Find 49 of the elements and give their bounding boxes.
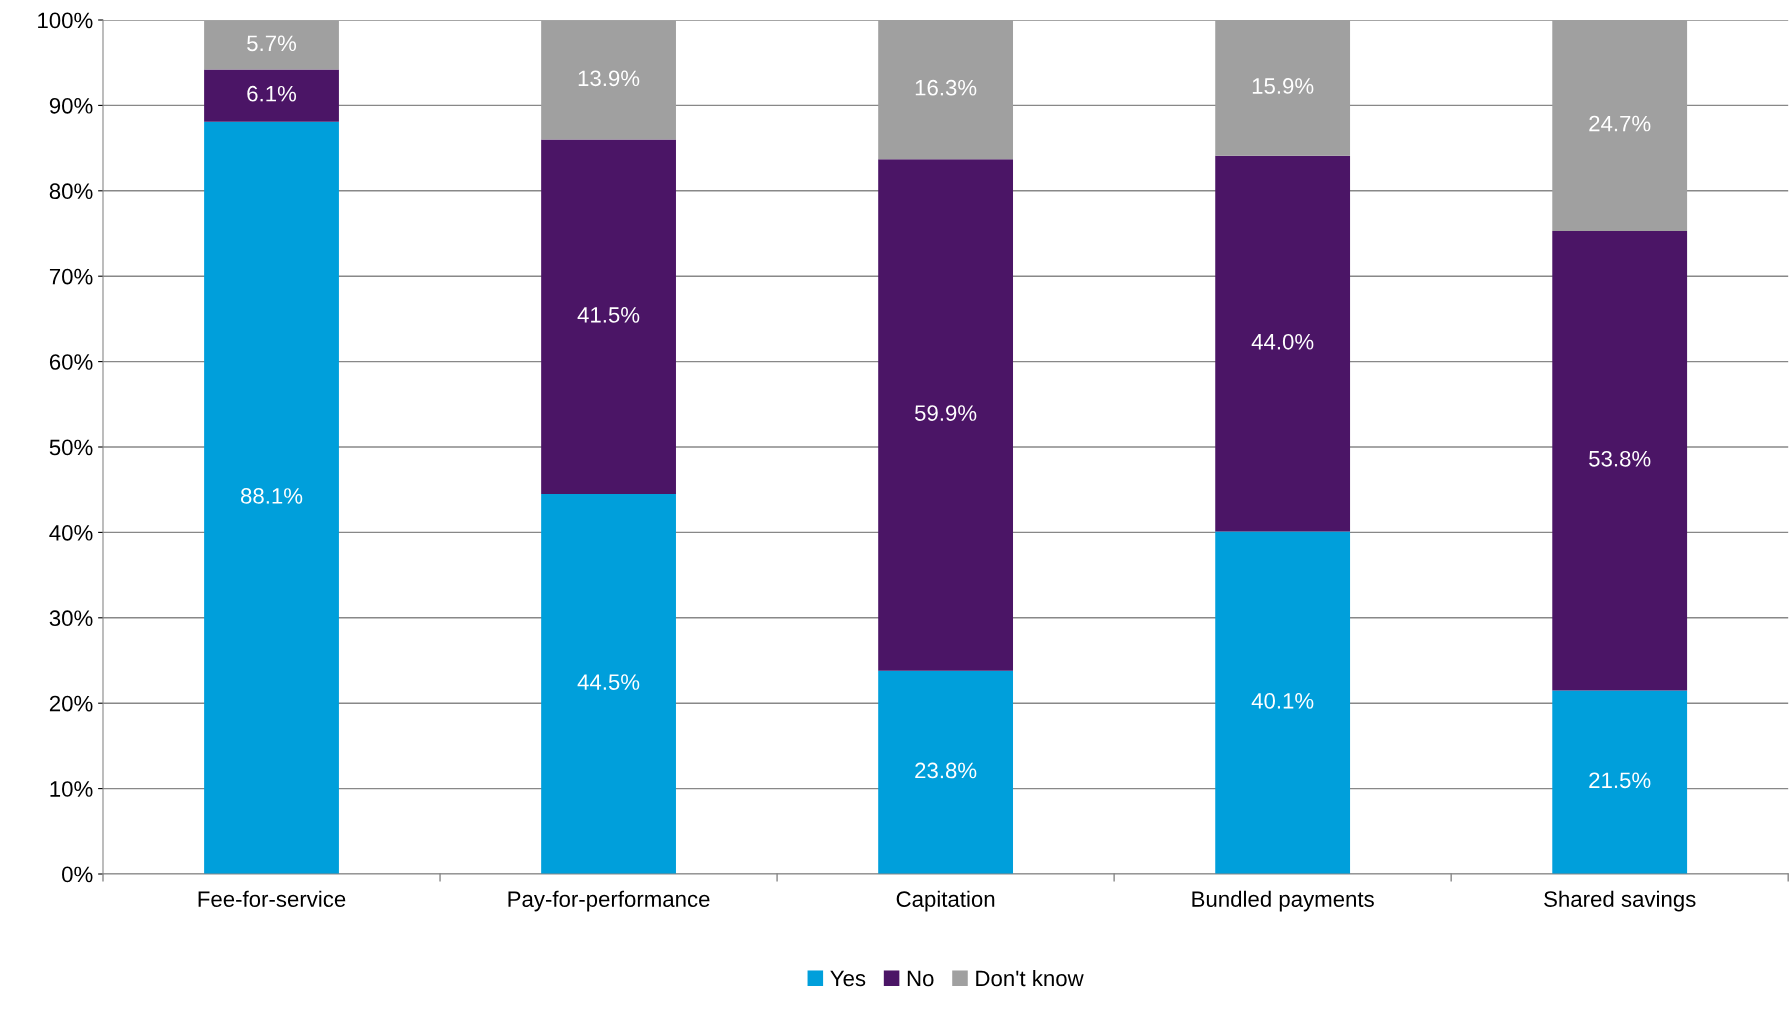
y-tick-label: 80%	[49, 183, 93, 200]
bar	[1552, 20, 1688, 231]
data-label: 16.3%	[915, 79, 977, 96]
bar	[1552, 230, 1688, 691]
y-tick-label: 100%	[38, 12, 93, 29]
data-label: 40.1%	[1251, 693, 1314, 709]
data-label: 44.0%	[1251, 333, 1314, 350]
bar	[1552, 690, 1688, 874]
bar	[878, 20, 1014, 160]
y-tick-label: 40%	[49, 524, 93, 541]
y-tick-label: 0%	[62, 866, 93, 883]
data-label: 5.7%	[247, 35, 297, 52]
data-label: 21.5%	[1589, 772, 1651, 789]
bar	[878, 159, 1014, 671]
data-label: 44.5%	[577, 674, 640, 690]
x-tick-label: Capitation	[896, 890, 995, 912]
data-label: 13.9%	[578, 70, 640, 87]
data-label: 41.5%	[577, 307, 640, 323]
data-label: 53.8%	[1589, 450, 1651, 467]
y-tick-label: 70%	[49, 268, 93, 285]
data-label: 59.9%	[914, 405, 977, 421]
y-tick-label: 90%	[49, 97, 93, 114]
x-tick-label: Fee-for-service	[198, 890, 346, 907]
bar	[1215, 155, 1351, 532]
bar	[1215, 20, 1351, 156]
y-tick-label: 30%	[49, 610, 93, 627]
data-label: 6.1%	[247, 85, 297, 102]
bar	[541, 493, 676, 874]
bar	[204, 20, 339, 70]
bar	[1215, 531, 1351, 874]
bar	[204, 69, 339, 122]
y-tick-label: 60%	[49, 354, 93, 370]
data-label: 24.7%	[1589, 115, 1651, 132]
data-label: 15.9%	[1252, 78, 1314, 94]
bar	[541, 20, 676, 140]
x-tick-label: Bundled payments	[1192, 890, 1374, 912]
y-tick-label: 20%	[49, 695, 93, 712]
legend-label: No	[907, 970, 934, 987]
y-tick-label: 10%	[50, 781, 93, 797]
x-tick-label: Shared savings	[1544, 890, 1696, 912]
bar	[541, 139, 676, 494]
legend-label: Yes	[830, 970, 866, 987]
bar	[204, 121, 339, 874]
data-label: 88.1%	[240, 488, 303, 504]
data-label: 23.8%	[915, 762, 977, 779]
bar	[878, 670, 1014, 874]
legend-label: Don't know	[976, 969, 1084, 987]
x-tick-label: Pay-for-performance	[508, 890, 710, 912]
y-tick-label: 50%	[49, 439, 93, 456]
